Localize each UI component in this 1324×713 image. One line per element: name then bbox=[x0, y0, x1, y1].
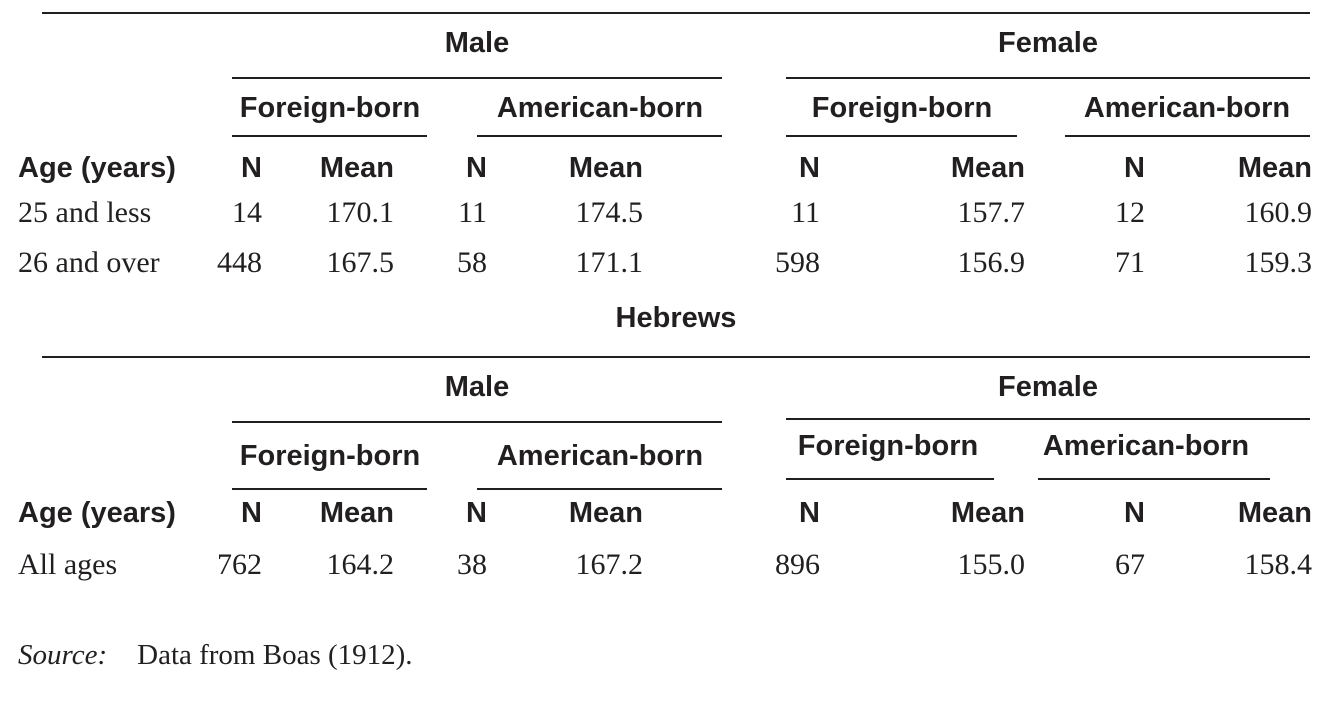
panel2-male-group-header: Male bbox=[444, 371, 510, 403]
source-note-text: Data from Boas (1912). bbox=[137, 639, 413, 671]
table-cell: 11 bbox=[791, 196, 820, 229]
panel1-female-american-born-rule bbox=[1065, 135, 1310, 137]
panel2-female-american-born-header: American-born bbox=[1042, 430, 1250, 462]
panel2-female-spanner-rule bbox=[786, 418, 1310, 420]
panel1-male-foreign-born-header: Foreign-born bbox=[239, 92, 421, 124]
panel2-female-fb-n-header: N bbox=[799, 497, 820, 529]
table-cell: 448 bbox=[217, 246, 262, 279]
table-cell: 174.5 bbox=[575, 196, 644, 229]
table-cell: 159.3 bbox=[1244, 246, 1313, 279]
panel2-male-foreign-born-header: Foreign-born bbox=[239, 440, 421, 472]
table-cell: 167.2 bbox=[575, 548, 644, 581]
panel2-male-american-born-header: American-born bbox=[496, 440, 704, 472]
panel1-male-group-header: Male bbox=[444, 27, 510, 59]
panel2-top-rule bbox=[42, 356, 1310, 358]
table-cell: 155.0 bbox=[957, 548, 1026, 581]
table-cell: 896 bbox=[775, 548, 820, 581]
table-cell: 157.7 bbox=[957, 196, 1026, 229]
panel1-female-spanner-rule bbox=[786, 77, 1310, 79]
panel2-title: Hebrews bbox=[615, 302, 737, 334]
panel2-male-fb-n-header: N bbox=[241, 497, 262, 529]
panel1-male-fb-mean-header: Mean bbox=[319, 152, 394, 184]
table-cell: 38 bbox=[457, 548, 487, 581]
panel1-male-ab-mean-header: Mean bbox=[568, 152, 643, 184]
panel1-male-spanner-rule bbox=[232, 77, 722, 79]
panel2-male-foreign-born-rule bbox=[232, 488, 427, 490]
panel1-female-ab-mean-header: Mean bbox=[1237, 152, 1312, 184]
table-row-label: 25 and less bbox=[18, 196, 152, 229]
table-cell: 71 bbox=[1115, 246, 1145, 279]
panel2-age-column-header: Age (years) bbox=[18, 497, 176, 529]
table-cell: 11 bbox=[458, 196, 487, 229]
panel2-male-spanner-rule bbox=[232, 421, 722, 423]
source-note: Source: Data from Boas (1912). bbox=[18, 641, 413, 670]
source-note-label: Source: bbox=[18, 639, 108, 671]
table-cell: 158.4 bbox=[1244, 548, 1313, 581]
table-cell: 156.9 bbox=[957, 246, 1026, 279]
table-cell: 164.2 bbox=[326, 548, 395, 581]
panel1-female-fb-n-header: N bbox=[799, 152, 820, 184]
panel1-age-column-header: Age (years) bbox=[18, 152, 176, 184]
panel1-female-american-born-header: American-born bbox=[1083, 92, 1291, 124]
panel1-female-ab-n-header: N bbox=[1124, 152, 1145, 184]
table-row-label: All ages bbox=[18, 548, 118, 581]
panel1-female-foreign-born-header: Foreign-born bbox=[811, 92, 993, 124]
panel1-female-foreign-born-rule bbox=[786, 135, 1017, 137]
panel1-female-group-header: Female bbox=[998, 27, 1098, 59]
panel2-male-american-born-rule bbox=[477, 488, 722, 490]
panel1-top-rule bbox=[42, 12, 1310, 14]
panel1-male-foreign-born-rule bbox=[232, 135, 427, 137]
panel1-male-american-born-rule bbox=[477, 135, 722, 137]
panel2-female-ab-n-header: N bbox=[1124, 497, 1145, 529]
panel2-female-group-header: Female bbox=[998, 371, 1098, 403]
panel2-female-ab-mean-header: Mean bbox=[1237, 497, 1312, 529]
panel2-male-fb-mean-header: Mean bbox=[319, 497, 394, 529]
panel2-female-fb-mean-header: Mean bbox=[950, 497, 1025, 529]
panel2-male-ab-mean-header: Mean bbox=[568, 497, 643, 529]
table-cell: 160.9 bbox=[1244, 196, 1313, 229]
table-cell: 58 bbox=[457, 246, 487, 279]
panel2-female-american-born-rule bbox=[1038, 478, 1270, 480]
table-cell: 762 bbox=[217, 548, 262, 581]
table-cell: 12 bbox=[1115, 196, 1145, 229]
table-cell: 67 bbox=[1115, 548, 1145, 581]
panel2-male-ab-n-header: N bbox=[466, 497, 487, 529]
table-cell: 14 bbox=[232, 196, 262, 229]
panel2-female-foreign-born-header: Foreign-born bbox=[797, 430, 979, 462]
table-row-label: 26 and over bbox=[18, 246, 160, 279]
panel1-male-american-born-header: American-born bbox=[496, 92, 704, 124]
table-cell: 598 bbox=[775, 246, 820, 279]
panel1-male-fb-n-header: N bbox=[241, 152, 262, 184]
panel1-female-fb-mean-header: Mean bbox=[950, 152, 1025, 184]
table-cell: 171.1 bbox=[575, 246, 644, 279]
table-cell: 170.1 bbox=[326, 196, 395, 229]
panel2-female-foreign-born-rule bbox=[786, 478, 994, 480]
table-cell: 167.5 bbox=[326, 246, 395, 279]
panel1-male-ab-n-header: N bbox=[466, 152, 487, 184]
